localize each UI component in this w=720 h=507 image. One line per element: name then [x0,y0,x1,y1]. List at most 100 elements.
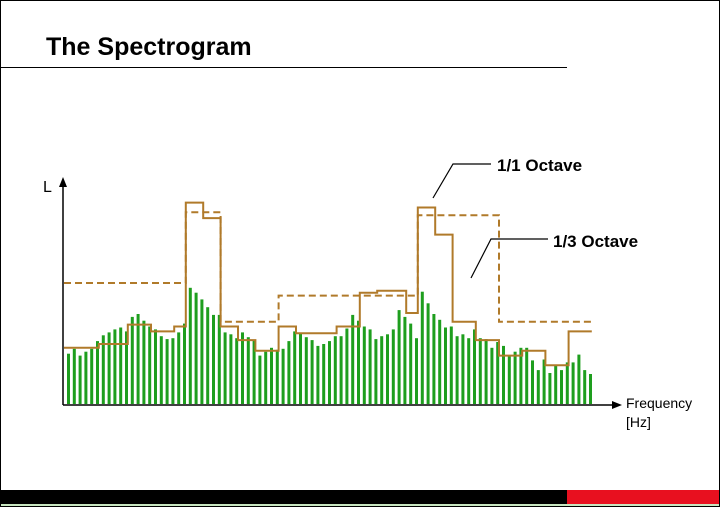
narrowband-bar [455,336,459,404]
narrowband-bar [554,365,558,404]
narrowband-bar [548,373,552,404]
narrowband-bar [339,336,343,404]
narrowband-bar [426,303,430,404]
narrowband-bar [188,287,192,404]
narrowband-bars [67,287,592,404]
narrowband-bar [542,359,546,404]
narrowband-bar [235,338,239,404]
narrowband-bar [310,340,314,404]
narrowband-bar [507,355,511,404]
narrowband-bar [270,347,273,404]
narrowband-bar [565,362,569,404]
narrowband-bar [519,347,523,404]
narrowband-bar [403,316,407,404]
narrowband-bar [415,338,418,404]
narrowband-bar [246,337,250,404]
narrowband-bar [496,342,500,404]
narrowband-bar [183,323,186,404]
narrowband-bar [357,320,360,404]
narrowband-bar [484,339,488,404]
narrowband-bar [345,328,349,404]
narrowband-bar [374,339,378,404]
footer-strip [1,504,719,506]
narrowband-bar [583,370,587,404]
narrowband-bar [571,362,575,404]
narrowband-bar [536,370,540,404]
narrowband-bar [264,351,268,404]
narrowband-bar [432,314,436,404]
narrowband-bar [96,341,99,404]
narrowband-bar [391,329,395,404]
narrowband-bar [409,323,413,404]
narrowband-bar [287,341,291,404]
third-octave-callout-line [470,238,548,279]
narrowband-bar [328,341,331,404]
third-octave-callout-label: 1/3 Octave [553,232,638,251]
narrowband-bar [351,314,355,404]
narrowband-bar [444,327,447,404]
narrowband-bar [525,347,529,404]
narrowband-bar [467,338,471,404]
narrowband-bar [223,332,227,404]
narrowband-bar [130,316,134,404]
narrowband-bar [478,338,482,404]
footer-bar-black [1,490,567,504]
narrowband-bar [67,353,70,404]
narrowband-bar [84,351,88,404]
footer-bar-red [567,490,719,504]
narrowband-bar [461,334,465,404]
narrowband-bar [217,314,221,404]
narrowband-bar [473,329,476,404]
octave-band-line [64,211,592,323]
narrowband-bar [304,337,308,404]
narrowband-bar [212,314,215,404]
narrowband-bar [252,340,256,404]
y-axis-label: L [43,179,52,196]
narrowband-bar [281,348,285,404]
narrowband-bar [258,355,262,404]
narrowband-bar [397,310,401,404]
narrowband-bar [316,345,320,404]
narrowband-bar [200,299,204,404]
narrowband-bar [490,347,494,404]
narrowband-bar [107,332,111,404]
narrowband-bar [136,314,140,404]
narrowband-bar [299,333,302,404]
narrowband-bar [154,329,157,404]
narrowband-bar [177,332,181,404]
y-axis-arrow-icon [59,177,67,187]
narrowband-bar [513,351,517,404]
third-octave-band-line [64,201,592,367]
narrowband-bar [194,292,198,404]
narrowband-bar [229,334,233,404]
x-axis-arrow-icon [612,401,622,409]
narrowband-bar [380,336,384,404]
narrowband-bar [148,326,152,404]
narrowband-bar [362,326,366,404]
x-axis-label-line1: Frequency [626,395,692,411]
narrowband-bar [206,307,210,404]
narrowband-bar [531,360,534,404]
octave-callout-label: 1/1 Octave [497,156,582,175]
x-axis-label-line2: [Hz] [626,414,651,430]
narrowband-bar [293,331,297,404]
narrowband-bar [72,348,76,404]
narrowband-bar [275,349,279,404]
narrowband-bar [241,332,244,404]
narrowband-bar [159,336,163,404]
narrowband-bar [438,319,442,404]
narrowband-bar [142,320,146,404]
octave-callout-line [432,163,491,199]
narrowband-bar [589,374,592,404]
title-underline [1,67,567,68]
narrowband-bar [78,355,82,404]
narrowband-bar [119,327,123,404]
narrowband-bar [577,354,581,404]
narrowband-bar [386,334,389,404]
narrowband-bar [171,338,175,404]
narrowband-bar [113,329,117,404]
narrowband-bar [90,348,94,404]
narrowband-bar [420,291,424,404]
